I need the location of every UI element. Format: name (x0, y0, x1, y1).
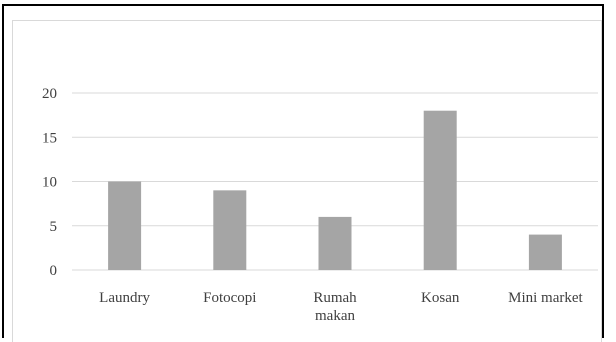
bar (528, 234, 562, 270)
y-tick-label: 0 (50, 263, 58, 279)
bar (213, 190, 247, 270)
y-tick-label: 10 (42, 175, 57, 191)
bar (318, 216, 352, 270)
y-tick-label: 15 (42, 130, 57, 146)
y-tick-label: 20 (42, 86, 57, 102)
chart-frame (2, 4, 604, 342)
x-category-label: Laundry (99, 290, 150, 306)
bar (423, 110, 457, 270)
x-category-label: Mini market (508, 290, 583, 306)
x-category-label: Fotocopi (203, 290, 256, 306)
y-tick-label: 5 (50, 219, 58, 235)
bar (108, 181, 142, 270)
chart-area (12, 20, 602, 342)
x-category-label: Rumah makan (313, 290, 357, 324)
x-category-label: Kosan (421, 290, 460, 306)
